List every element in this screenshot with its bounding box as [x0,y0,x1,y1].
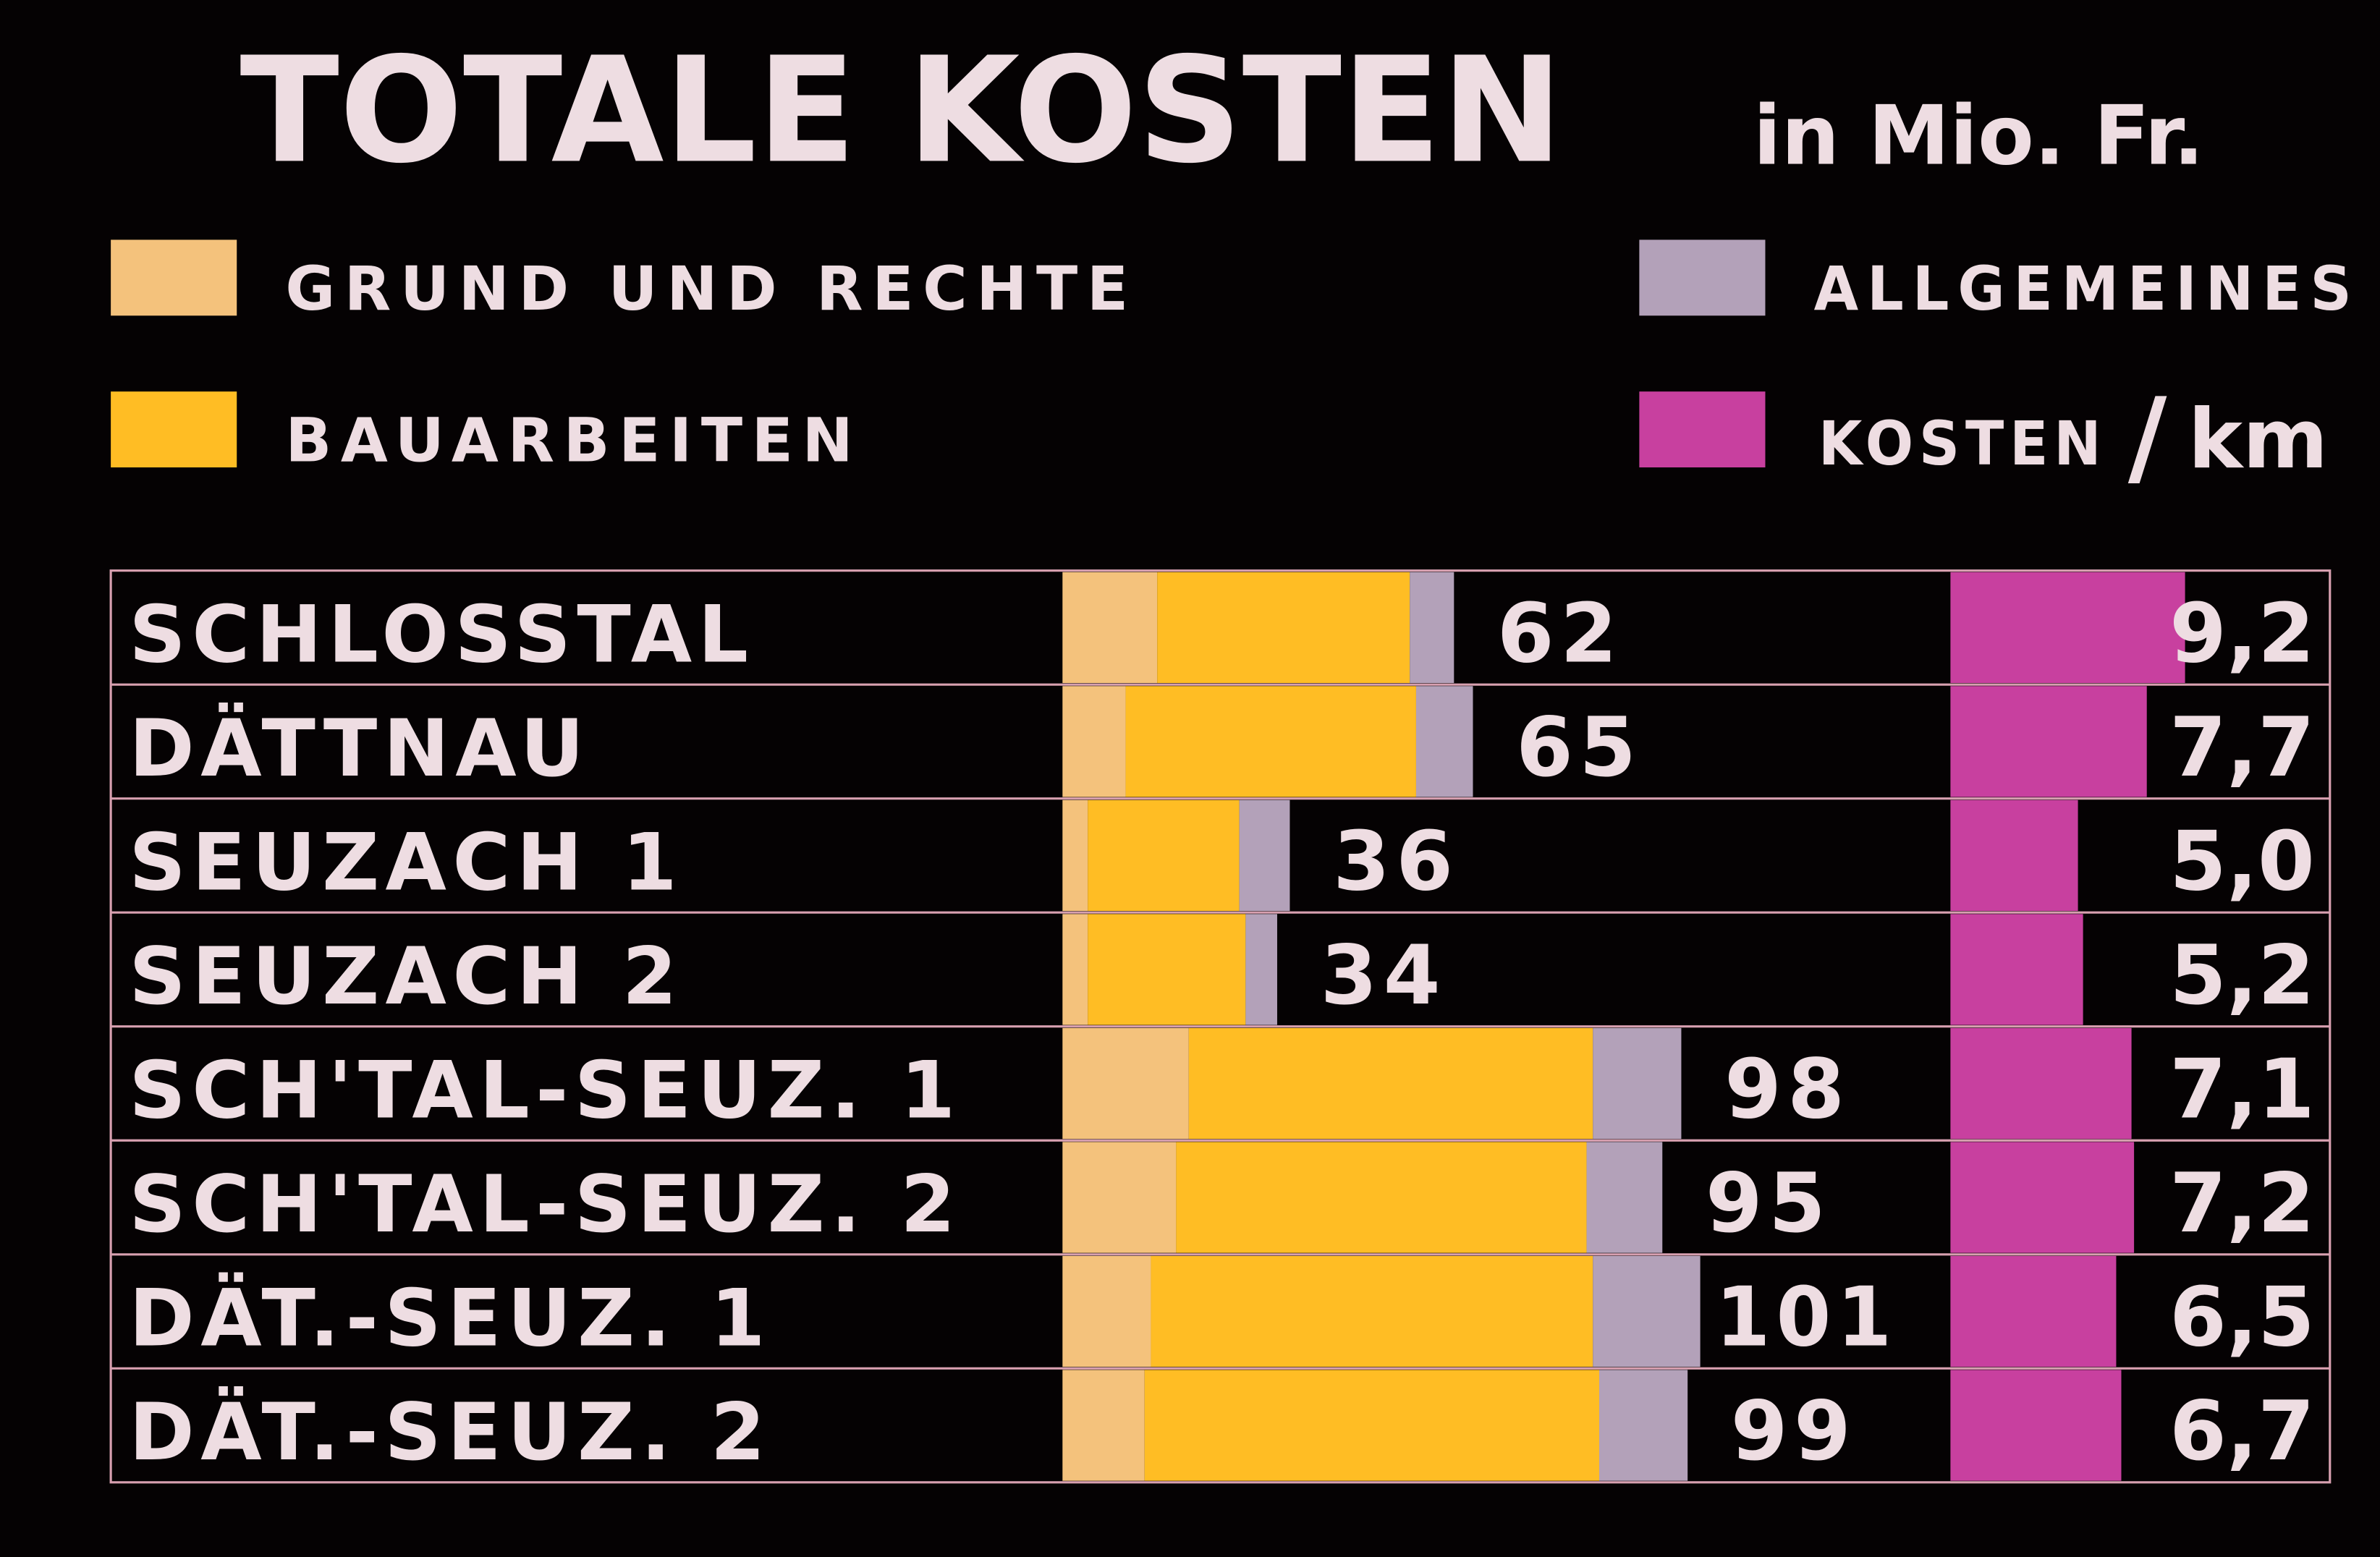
row-label: SCH'TAL-SEUZ. 1 [129,1045,961,1137]
row-label: SEUZACH 1 [129,817,683,909]
bar-bau [1088,799,1240,912]
bar-grund [1062,1255,1151,1367]
bar-allg [1239,799,1290,912]
legend-label-km-prefix: KOSTEN [1818,408,2107,479]
table-row: DÄT.-SEUZ. 1 101 6,5 [111,1253,2330,1367]
kosten-km-label: 9,2 [2169,585,2315,681]
row-label: DÄT.-SEUZ. 1 [129,1273,771,1365]
total-label: 95 [1706,1155,1831,1251]
legend-swatch-grund [111,239,237,316]
total-label: 65 [1516,700,1642,795]
bar-bau [1144,1370,1600,1481]
legend-label-km-suffix: km [2188,391,2328,487]
table-row: DÄT.-SEUZ. 2 99 6,7 [111,1367,2330,1481]
table-row: SCH'TAL-SEUZ. 1 98 7,1 [111,1025,2330,1140]
table: SCHLOSSTAL 62 9,2 DÄTTNAU 65 7,7 SEUZACH 1 36 5,… [109,569,2332,1484]
kosten-km-label: 7,1 [2169,1042,2315,1137]
total-label: 99 [1731,1383,1857,1479]
bar-bau [1151,1255,1593,1367]
kosten-km-label: 7,2 [2169,1155,2315,1251]
kosten-km-label: 6,5 [2169,1270,2315,1365]
legend-label-bau: BAUARBEITEN [285,405,862,476]
bar-kosten-km [1950,686,2147,797]
total-label: 98 [1724,1042,1850,1137]
bar-kosten-km [1950,914,2083,1025]
kosten-km-label: 7,7 [2169,700,2315,795]
chart-title: TOTALE KOSTEN [240,26,1563,195]
bar-kosten-km [1950,1255,2117,1367]
bar-grund [1062,686,1126,797]
kosten-km-label: 5,2 [2169,928,2315,1023]
bar-grund [1062,799,1088,912]
table-row: SCH'TAL-SEUZ. 2 95 7,2 [111,1139,2330,1253]
bar-grund [1062,1370,1145,1481]
chart-unit: in Mio. Fr. [1753,88,2205,184]
row-label: SCH'TAL-SEUZ. 2 [129,1158,961,1250]
table-row: SEUZACH 2 34 5,2 [111,911,2330,1025]
bar-allg [1599,1370,1688,1481]
bar-grund [1062,572,1158,684]
bar-kosten-km [1950,799,2078,912]
bar-grund [1062,914,1088,1025]
bar-allg [1410,572,1454,684]
table-row: DÄTTNAU 65 7,7 [111,683,2330,797]
bar-kosten-km [1950,1027,2132,1140]
bar-bau [1188,1027,1593,1140]
total-label: 34 [1321,928,1447,1023]
total-label: 101 [1716,1270,1898,1365]
legend-swatch-allg [1639,239,1766,316]
legend-label-km-sep: / [2128,375,2167,499]
row-label: DÄTTNAU [129,703,590,794]
bar-allg [1415,686,1473,797]
bar-allg [1245,914,1277,1025]
bar-grund [1062,1142,1177,1253]
legend: GRUND UND RECHTE BAUARBEITEN ALLGEMEINES KO… [111,239,2360,499]
legend-swatch-km [1639,391,1766,468]
bar-kosten-km [1950,1370,2122,1481]
bar-bau [1157,572,1410,684]
table-row: SEUZACH 1 36 5,0 [111,797,2330,912]
bar-kosten-km [1950,1142,2135,1253]
row-label: DÄT.-SEUZ. 2 [129,1386,771,1478]
row-label: SEUZACH 2 [129,930,683,1022]
row-label: SCHLOSSTAL [129,588,754,680]
total-label: 62 [1497,585,1623,681]
kosten-km-label: 6,7 [2169,1383,2315,1479]
total-label: 36 [1333,814,1459,909]
legend-swatch-bau [111,391,237,468]
kosten-km-label: 5,0 [2169,814,2315,909]
bar-allg [1593,1255,1701,1367]
bar-grund [1062,1027,1189,1140]
bar-allg [1593,1027,1682,1140]
legend-label-allg: ALLGEMEINES [1814,253,2360,324]
bar-bau [1176,1142,1587,1253]
bar-kosten-km [1950,572,2185,684]
bar-allg [1586,1142,1663,1253]
bar-bau [1088,914,1246,1025]
bar-bau [1125,686,1416,797]
legend-label-grund: GRUND UND RECHTE [285,253,1137,324]
table-row: SCHLOSSTAL 62 9,2 [129,572,2315,684]
